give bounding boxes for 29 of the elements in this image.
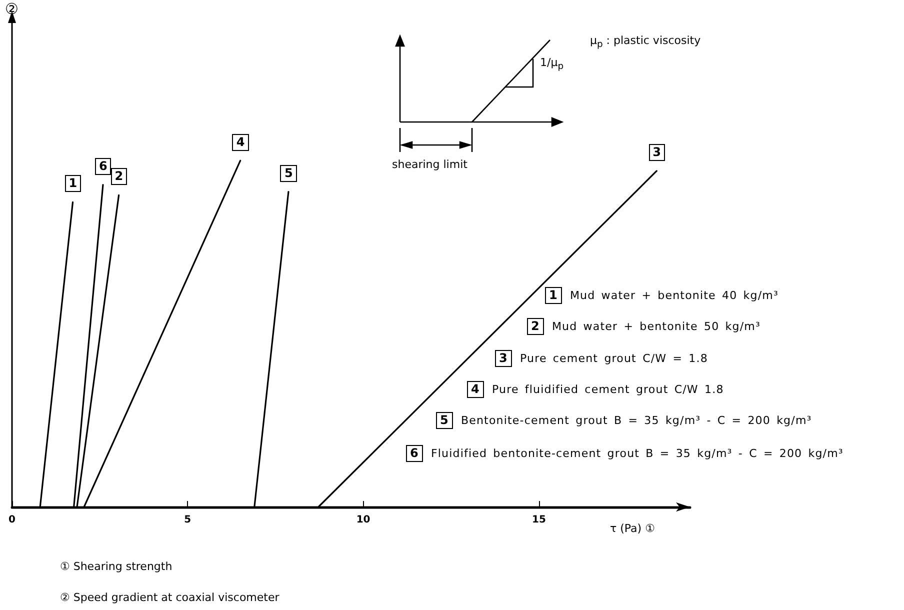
text: 5	[440, 413, 449, 427]
annotation: Pure cement grout C/W = 1.8	[520, 352, 708, 365]
annotation: Mud water + bentonite 50 kg/m³	[552, 320, 760, 333]
annotation: Fluidified bentonite-cement grout B = 35 kg/m³ - C = 200 kg/m³	[430, 447, 844, 460]
text: ① Shearing strength	[60, 560, 172, 573]
text: 2	[531, 319, 540, 333]
text: 6	[410, 446, 419, 460]
series-label: 3	[648, 144, 665, 161]
annotation: shearing limit	[392, 158, 468, 171]
series-label: 6	[94, 158, 112, 175]
x-tick-label: 5	[184, 514, 192, 526]
text: ② Speed gradient at coaxial viscometer	[60, 591, 280, 604]
text: 3	[499, 351, 508, 365]
x-tick-label: 15	[532, 514, 546, 526]
text: 1/μ$_{p}$	[540, 56, 564, 72]
series-label: 2	[110, 168, 128, 186]
annotation: Bentonite-cement grout B = 35 kg/m³ - C = 200 kg/m³	[460, 414, 812, 427]
x-tick-label: 10	[356, 514, 370, 526]
x-tick-label: 0	[8, 514, 16, 526]
text: 4	[471, 382, 480, 396]
x-axis-title: τ (Pa) ①	[610, 522, 656, 535]
series-label: 4	[232, 134, 249, 151]
series-label: 5	[280, 164, 297, 182]
text: ②	[5, 0, 18, 18]
text: 1	[549, 288, 558, 302]
text: μ$_{p}$ : plastic viscosity	[590, 34, 701, 50]
series-label: 1	[64, 175, 82, 192]
annotation: Pure fluidified cement grout C/W 1.8	[492, 383, 724, 396]
annotation: Mud water + bentonite 40 kg/m³	[570, 289, 778, 302]
